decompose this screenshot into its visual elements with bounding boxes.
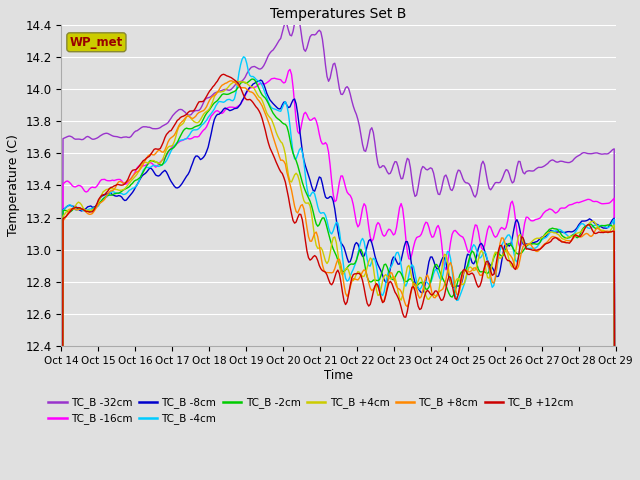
TC_B +8cm [252, 94, 260, 99]
TC_B -2cm [241, 80, 249, 86]
TC_B -16cm [582, 197, 590, 203]
Line: TC_B -16cm: TC_B -16cm [61, 70, 616, 480]
TC_B -8cm [251, 81, 259, 86]
TC_B -8cm [223, 106, 230, 112]
TC_B -16cm [241, 93, 249, 98]
TC_B +8cm [582, 230, 590, 236]
TC_B -4cm [125, 187, 133, 193]
TC_B -16cm [286, 67, 294, 72]
TC_B +12cm [220, 72, 227, 77]
TC_B -32cm [241, 74, 249, 80]
TC_B -8cm [241, 92, 249, 97]
TC_B -2cm [249, 76, 257, 82]
TC_B +4cm [243, 81, 251, 86]
Line: TC_B -32cm: TC_B -32cm [61, 15, 616, 480]
Line: TC_B -4cm: TC_B -4cm [61, 57, 616, 480]
TC_B +12cm [125, 173, 133, 179]
TC_B -8cm [125, 193, 133, 199]
Y-axis label: Temperature (C): Temperature (C) [7, 134, 20, 237]
TC_B +8cm [301, 215, 309, 220]
TC_B -8cm [257, 77, 264, 83]
TC_B +4cm [234, 79, 241, 84]
TC_B -32cm [582, 150, 590, 156]
TC_B -32cm [223, 87, 230, 93]
TC_B -4cm [301, 173, 309, 179]
TC_B +12cm [252, 104, 260, 110]
TC_B -8cm [582, 218, 590, 224]
TC_B -32cm [301, 48, 309, 54]
TC_B -2cm [252, 79, 260, 85]
TC_B -4cm [240, 54, 248, 60]
TC_B -2cm [301, 188, 309, 194]
Line: TC_B +8cm: TC_B +8cm [61, 81, 616, 480]
TC_B -4cm [243, 60, 251, 66]
TC_B +8cm [243, 86, 251, 92]
TC_B +12cm [582, 223, 590, 229]
TC_B -16cm [223, 106, 230, 111]
TC_B -2cm [223, 92, 230, 97]
TC_B -16cm [125, 178, 133, 183]
TC_B +4cm [252, 89, 260, 95]
TC_B +4cm [301, 200, 309, 206]
Line: TC_B +12cm: TC_B +12cm [61, 74, 616, 480]
TC_B -4cm [223, 97, 230, 103]
Legend: TC_B -32cm, TC_B -16cm, TC_B -8cm, TC_B -4cm, TC_B -2cm, TC_B +4cm, TC_B +8cm, T: TC_B -32cm, TC_B -16cm, TC_B -8cm, TC_B … [44, 393, 578, 428]
TC_B +8cm [125, 177, 133, 183]
TC_B -16cm [301, 109, 309, 115]
TC_B +4cm [582, 223, 590, 229]
TC_B -32cm [294, 12, 301, 18]
TC_B +12cm [301, 238, 309, 244]
TC_B -32cm [251, 63, 259, 69]
TC_B +12cm [225, 73, 232, 79]
TC_B +8cm [223, 80, 230, 86]
TC_B +4cm [125, 180, 133, 186]
TC_B +12cm [243, 97, 251, 103]
TC_B -16cm [251, 84, 259, 90]
TC_B -4cm [582, 224, 590, 229]
TC_B +8cm [227, 78, 235, 84]
X-axis label: Time: Time [324, 369, 353, 382]
Text: WP_met: WP_met [70, 36, 123, 49]
TC_B -8cm [301, 163, 309, 169]
TC_B -2cm [582, 223, 590, 229]
Title: Temperatures Set B: Temperatures Set B [271, 7, 407, 21]
Line: TC_B +4cm: TC_B +4cm [61, 82, 616, 480]
TC_B -32cm [125, 134, 133, 140]
Line: TC_B -8cm: TC_B -8cm [61, 80, 616, 480]
TC_B -2cm [125, 184, 133, 190]
TC_B +4cm [223, 86, 230, 92]
TC_B -4cm [252, 76, 260, 82]
Line: TC_B -2cm: TC_B -2cm [61, 79, 616, 480]
